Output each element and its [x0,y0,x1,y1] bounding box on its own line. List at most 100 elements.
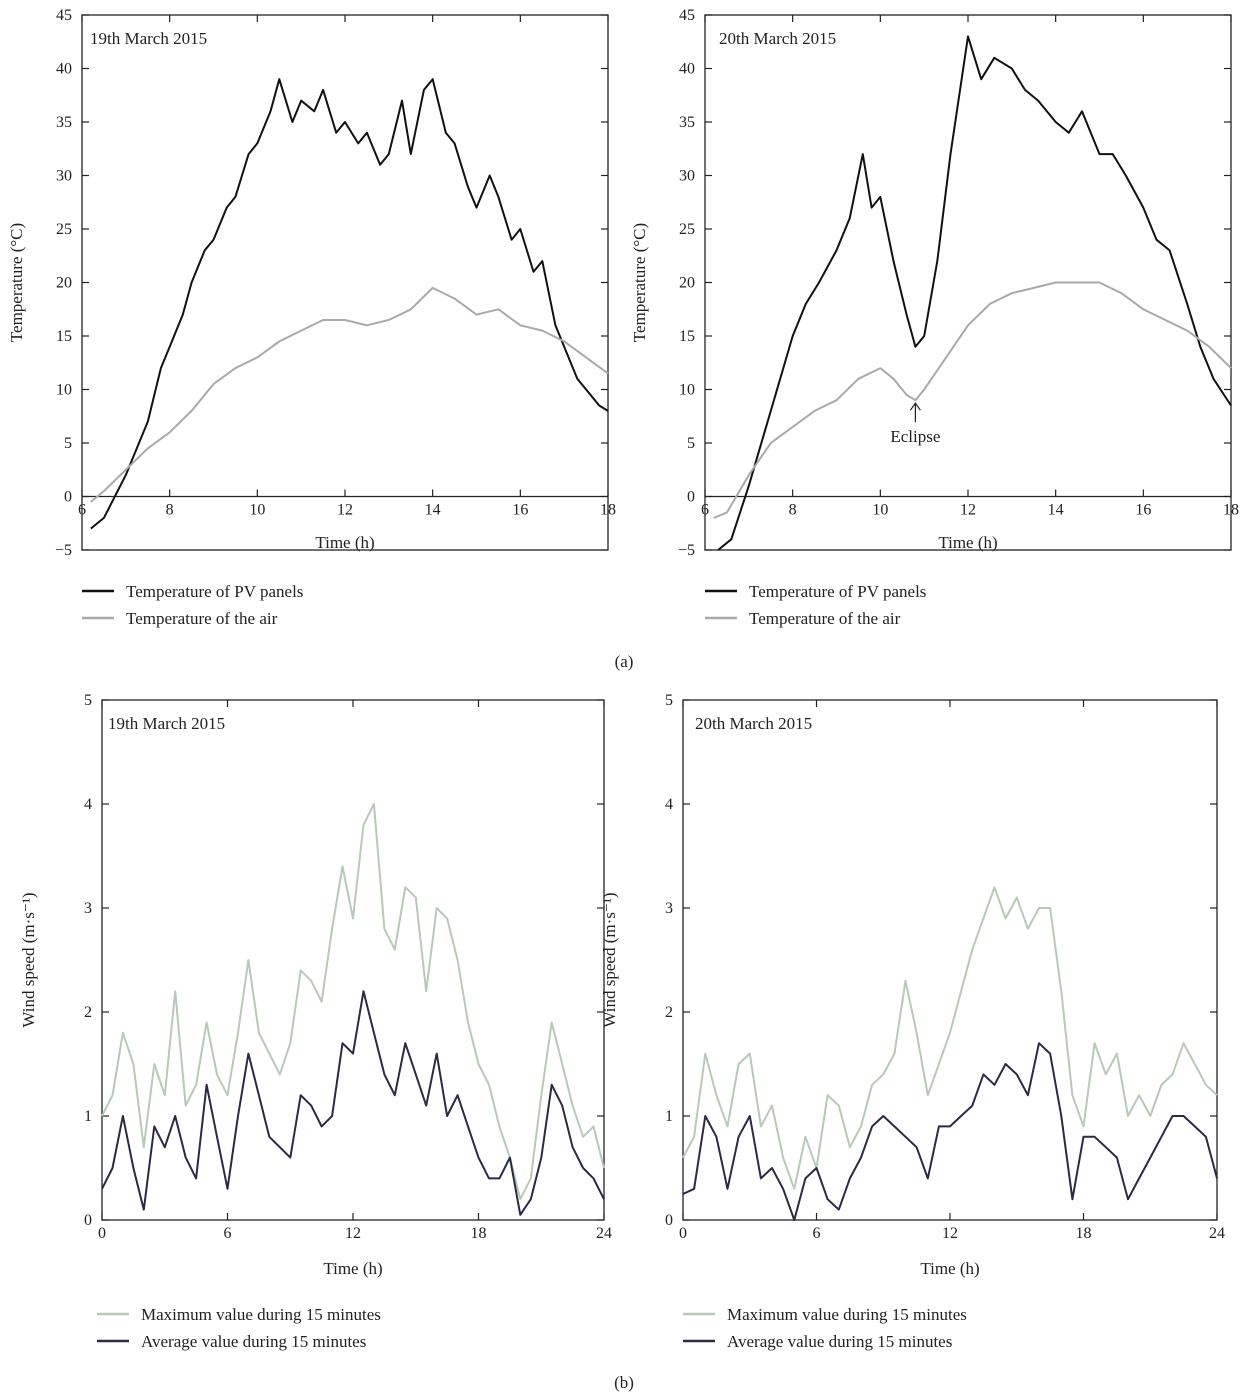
legend-label-1: Maximum value during 15 minutes [141,1305,381,1324]
x-tick-label: 14 [425,502,441,519]
y-tick-label: 35 [56,114,72,131]
legend-label-2: Average value during 15 minutes [141,1332,366,1351]
y-tick-label: 45 [679,7,695,24]
annotation-text: Eclipse [890,427,940,446]
legend-label-1: Temperature of PV panels [749,582,926,601]
y-tick-label: −5 [678,542,695,559]
legend-label-1: Temperature of PV panels [126,582,303,601]
series-line-1 [90,78,609,530]
y-tick-label: 2 [84,1004,92,1021]
y-tick-label: 15 [56,328,72,345]
series-line-1 [101,803,605,1201]
y-tick-label: 15 [679,328,695,345]
y-tick-label: 25 [679,221,695,238]
y-tick-label: 30 [56,168,72,185]
x-axis-label: Time (h) [920,1259,979,1278]
y-tick-label: 40 [679,61,695,78]
chart-title: 19th March 2015 [108,714,225,733]
annotation-arrow-head [909,402,921,411]
x-tick-label: 12 [942,1225,958,1242]
y-axis-label: Wind speed (m·s⁻¹) [600,892,619,1027]
y-tick-label: 5 [64,435,72,452]
x-tick-label: 10 [249,502,265,519]
x-tick-label: 6 [224,1225,232,1242]
x-tick-label: 12 [960,502,976,519]
y-tick-label: 3 [84,900,92,917]
x-tick-label: 16 [512,502,528,519]
plot-frame [81,14,609,551]
x-tick-label: 12 [345,1225,361,1242]
plot-frame [704,14,1232,551]
y-tick-label: 4 [84,796,92,813]
y-tick-label: 5 [687,435,695,452]
y-tick-label: 0 [665,1212,673,1229]
legend-label-1: Maximum value during 15 minutes [727,1305,967,1324]
chart-title: 20th March 2015 [695,714,812,733]
y-tick-label: 35 [679,114,695,131]
series-line-1 [682,886,1218,1190]
x-tick-label: 6 [78,502,86,519]
y-tick-label: 0 [687,489,695,506]
x-axis-label: Time (h) [323,1259,382,1278]
y-tick-label: 2 [665,1004,673,1021]
y-tick-label: 40 [56,61,72,78]
x-tick-label: 6 [701,502,709,519]
chart-1: 6 8 10 12 14 16 18 −5 0 5 10 15 20 25 30 35 40 45 Time (h)… [7,7,616,628]
panel-label-a: (a) [615,652,634,671]
x-tick-label: 10 [872,502,888,519]
x-tick-label: 24 [596,1225,612,1242]
plot-frame [682,699,1218,1221]
legend-label-2: Average value during 15 minutes [727,1332,952,1351]
series-line-2 [90,286,609,503]
panel-label-b: (b) [614,1373,634,1392]
y-tick-label: 10 [679,382,695,399]
legend-label-2: Temperature of the air [126,609,278,628]
series-line-1 [717,35,1232,551]
y-tick-label: 25 [56,221,72,238]
series-line-2 [101,990,605,1216]
y-axis-label: Temperature (°C) [7,223,26,342]
y-tick-label: 1 [665,1108,673,1125]
x-tick-label: 16 [1135,502,1151,519]
y-tick-label: 45 [56,7,72,24]
x-tick-label: 18 [471,1225,487,1242]
x-tick-label: 14 [1048,502,1064,519]
plot-frame [101,699,605,1221]
x-tick-label: 8 [789,502,797,519]
legend-label-2: Temperature of the air [749,609,901,628]
y-tick-label: 3 [665,900,673,917]
y-tick-label: 5 [84,692,92,709]
y-tick-label: 0 [84,1212,92,1229]
y-tick-label: 10 [56,382,72,399]
x-tick-label: 0 [98,1225,106,1242]
chart-title: 19th March 2015 [90,29,207,48]
x-tick-label: 8 [166,502,174,519]
chart-2: 6 8 10 12 14 16 18 −5 0 5 10 15 20 25 30 35 40 45 Time (h)… [630,7,1239,628]
chart-title: 20th March 2015 [719,29,836,48]
y-tick-label: 1 [84,1108,92,1125]
y-tick-label: 20 [679,275,695,292]
y-tick-label: 20 [56,275,72,292]
x-axis-label: Time (h) [315,533,374,552]
series-line-2 [682,1042,1218,1221]
x-tick-label: 18 [600,502,616,519]
x-tick-label: 6 [813,1225,821,1242]
y-tick-label: 0 [64,489,72,506]
y-axis-label: Temperature (°C) [630,223,649,342]
x-tick-label: 12 [337,502,353,519]
x-tick-label: 0 [679,1225,687,1242]
y-tick-label: −5 [55,542,72,559]
y-tick-label: 30 [679,168,695,185]
x-tick-label: 18 [1076,1225,1092,1242]
y-axis-label: Wind speed (m·s⁻¹) [19,892,38,1027]
x-tick-label: 24 [1209,1225,1225,1242]
y-tick-label: 5 [665,692,673,709]
x-tick-label: 18 [1223,502,1239,519]
y-tick-label: 4 [665,796,673,813]
x-axis-label: Time (h) [938,533,997,552]
series-line-2 [713,281,1232,519]
